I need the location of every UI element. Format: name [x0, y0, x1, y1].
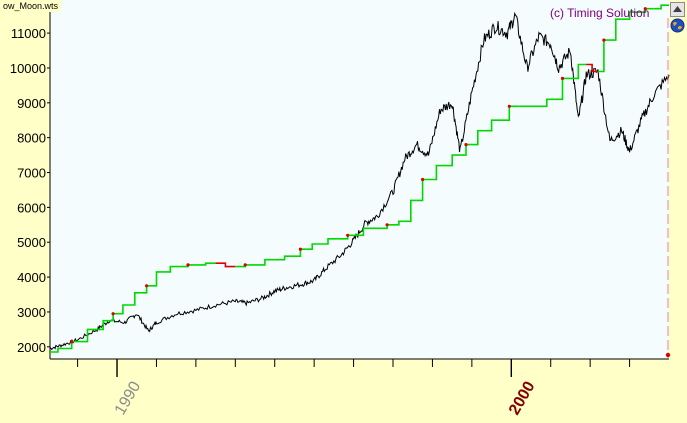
globe-icon [670, 18, 685, 33]
projection-segment [570, 63, 587, 80]
projection-segment [65, 340, 78, 350]
globe-button[interactable] [670, 18, 685, 33]
cursor-marker[interactable] [665, 352, 671, 358]
y-tick-label: 7000 [17, 166, 46, 181]
projection-turn-dot [145, 284, 149, 288]
projection-segment [109, 312, 117, 322]
projection-turn-dot [111, 312, 115, 316]
projection-segment [598, 39, 610, 73]
projection-segment [128, 292, 141, 306]
series-layer [49, 4, 670, 353]
projection-turn-dot [243, 263, 247, 267]
y-tick-label: 6000 [17, 200, 46, 215]
projection-turn-dot [298, 247, 302, 251]
projection-segment [554, 77, 571, 101]
watermark-text: (c) Timing Solution [550, 6, 649, 20]
triangle-up-icon [673, 6, 682, 12]
projection-segment [404, 199, 417, 223]
projection-turn-dot [346, 233, 350, 237]
projection-segment [483, 119, 500, 132]
x-tick-label: 1990 [112, 379, 145, 418]
projection-turn-dot [643, 7, 647, 11]
projection-turn-dot [70, 340, 74, 344]
y-tick-label: 8000 [17, 131, 46, 146]
y-tick-label: 2000 [17, 340, 46, 355]
x-axis: 1990 2000 [50, 358, 669, 418]
x-tick-label: 2000 [506, 379, 539, 418]
projection-segment [428, 164, 445, 181]
plot-area [50, 0, 669, 359]
scroll-up-button[interactable] [670, 2, 685, 17]
projection-segment [306, 243, 319, 250]
y-tick-label: 9000 [17, 96, 46, 111]
y-axis: 2000 3000 4000 5000 6000 7000 8000 9000 10000 110… [10, 0, 51, 359]
projection-segment [637, 7, 654, 13]
projection-segment [50, 347, 66, 353]
projection-turn-dot [560, 76, 565, 80]
projection-segment [117, 304, 129, 315]
projection-segment [460, 143, 472, 156]
projection-segment [77, 328, 98, 343]
projection-turn-dot [186, 263, 190, 267]
projection-turn-dot [421, 177, 425, 182]
projection-segment [294, 248, 307, 257]
y-tick-label: 3000 [17, 305, 46, 320]
projection-segment [653, 4, 669, 10]
projection-segment [471, 129, 484, 146]
projection-segment [195, 262, 216, 266]
projection-segment [416, 178, 429, 202]
projection-segment [586, 63, 598, 73]
projection-segment [160, 265, 181, 273]
y-tick-label: 5000 [17, 235, 46, 250]
projection-segment [381, 224, 393, 230]
projection-turn-dot [507, 104, 511, 108]
projection-segment [609, 18, 622, 41]
projection-segment [357, 227, 370, 237]
projection-segment [393, 220, 405, 226]
projection-segment [97, 319, 110, 331]
y-tick-label: 4000 [17, 270, 46, 285]
projection-segment [318, 238, 338, 245]
projection-segment [621, 11, 638, 20]
y-tick-label: 10000 [10, 61, 46, 76]
projection-turn-dot [602, 38, 606, 42]
y-tick-label: 11000 [11, 26, 46, 41]
price-series-line [49, 11, 670, 351]
projection-turn-dot [385, 223, 389, 227]
projection-segment [274, 255, 295, 261]
chart-file-tab[interactable]: ow_Moon.wts [0, 0, 62, 12]
projection-segment [255, 258, 275, 266]
projection-turn-dot [464, 143, 468, 147]
projection-segment [538, 98, 555, 108]
projection-segment [444, 154, 460, 167]
projection-segment [140, 285, 153, 294]
projection-segment [215, 262, 236, 268]
projection-segment [337, 234, 358, 240]
projection-segment [152, 271, 161, 287]
projection-segment [499, 105, 520, 121]
